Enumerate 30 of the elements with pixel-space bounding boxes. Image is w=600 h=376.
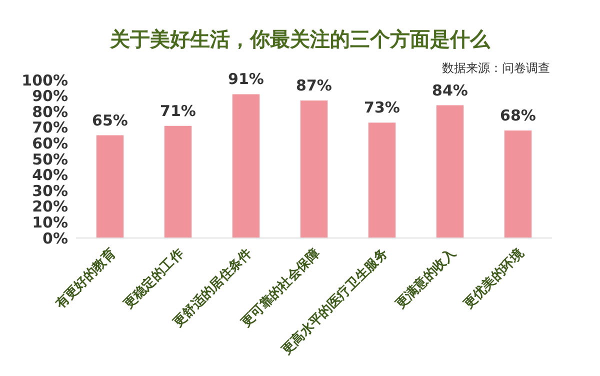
x-tick-label: 更优美的环境 <box>460 244 528 312</box>
chart-title: 关于美好生活，你最关注的三个方面是什么 <box>108 26 492 53</box>
y-tick-label: 90% <box>32 87 68 106</box>
data-label: 71% <box>160 102 196 120</box>
bar <box>300 100 328 238</box>
x-tick-label: 有更好的教育 <box>52 246 119 313</box>
bar <box>436 105 464 238</box>
y-tick-label: 60% <box>32 134 68 153</box>
data-label: 65% <box>92 111 128 130</box>
y-tick-label: 20% <box>32 198 68 216</box>
x-tick-label: 更满意的收入 <box>392 244 460 312</box>
y-tick-label: 80% <box>32 102 68 121</box>
y-tick-label: 10% <box>32 214 68 232</box>
data-label: 68% <box>500 106 536 125</box>
y-tick-label: 50% <box>32 150 68 168</box>
bar <box>504 130 532 238</box>
data-label: 91% <box>228 70 264 88</box>
y-tick-label: 40% <box>32 166 68 184</box>
y-tick-label: 70% <box>32 118 68 137</box>
source-note: 数据来源：问卷调查 <box>442 60 550 77</box>
y-tick-label: 100% <box>22 71 68 90</box>
y-tick-label: 0% <box>42 229 68 248</box>
bar <box>232 94 260 238</box>
data-label: 87% <box>296 76 332 95</box>
data-label: 73% <box>364 98 400 117</box>
bar <box>164 126 192 238</box>
data-label: 84% <box>432 81 468 100</box>
y-tick-label: 30% <box>32 182 68 200</box>
bar <box>368 122 396 238</box>
bar <box>96 135 124 238</box>
